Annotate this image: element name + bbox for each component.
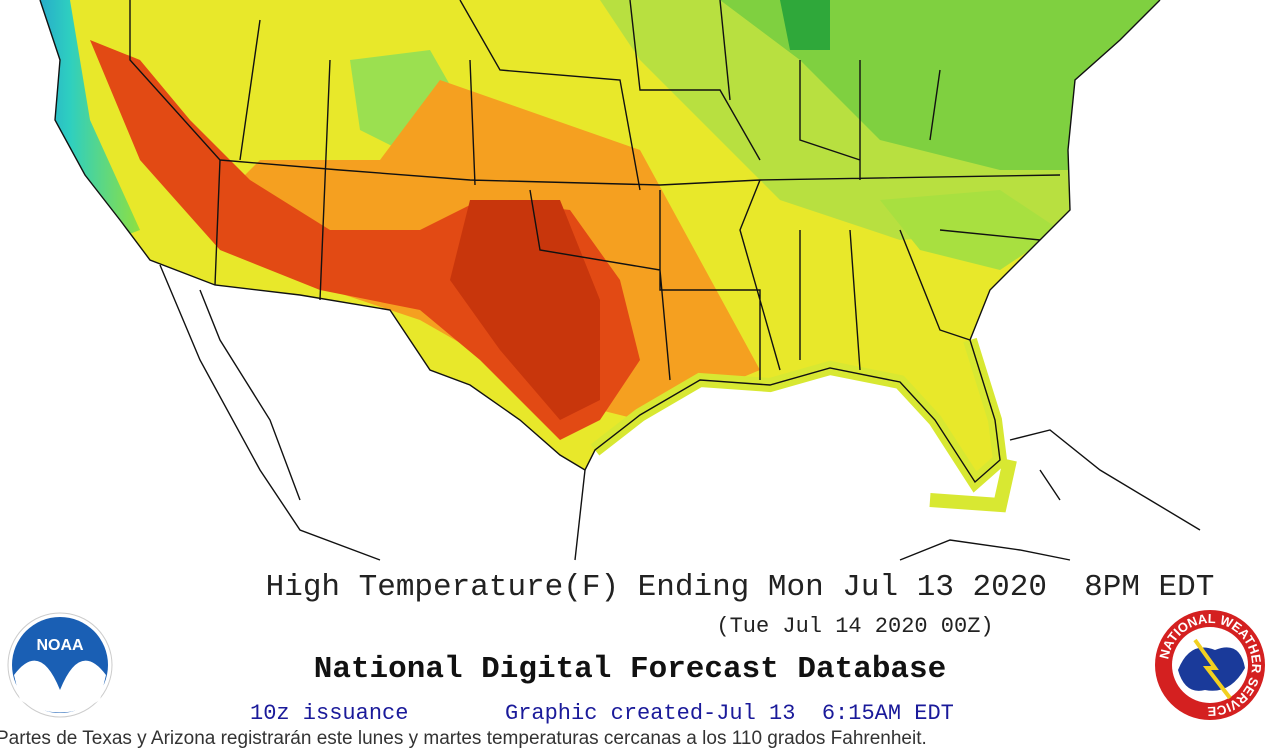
noaa-text: NOAA [36, 637, 84, 654]
temperature-field [40, 0, 1160, 482]
map-title: High Temperature(F) Ending Mon Jul 13 20… [266, 570, 1215, 605]
issuance: 10z issuance [250, 701, 408, 726]
noaa-logo: NOAA [7, 612, 113, 718]
caption: Partes de Texas y Arizona registrarán es… [0, 728, 927, 749]
map-subtitle: (Tue Jul 14 2020 00Z) [716, 614, 993, 639]
nws-logo: NATIONAL WEATHER SERVICE [1155, 610, 1265, 720]
product-name: National Digital Forecast Database [314, 652, 947, 687]
created-time: Graphic created-Jul 13 6:15AM EDT [505, 701, 954, 726]
boundaries [39, 0, 1201, 561]
